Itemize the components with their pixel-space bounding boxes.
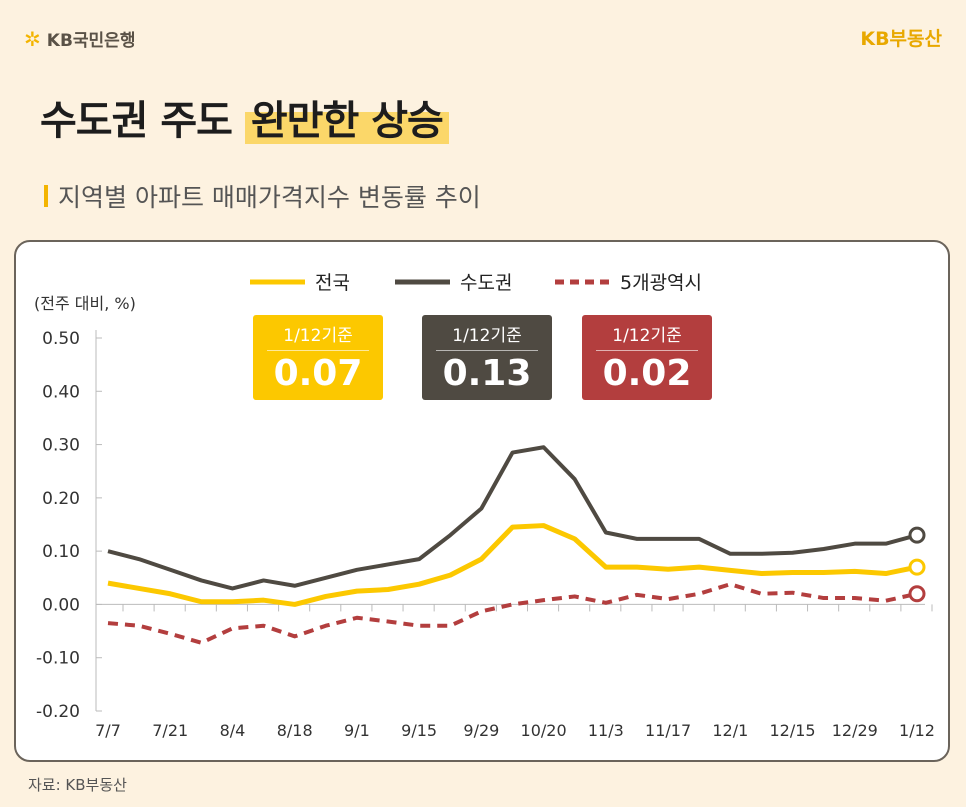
y-tick-label: 0.40 [42, 382, 80, 402]
badge-metro: 1/12기준 0.02 [582, 315, 712, 400]
y-tick-label: 0.20 [42, 489, 80, 509]
y-tick-label: 0.10 [42, 542, 80, 562]
series-line-1 [107, 445, 918, 591]
badge-capital: 1/12기준 0.13 [422, 315, 552, 400]
x-tick-label: 10/20 [521, 721, 567, 740]
data-point [908, 558, 926, 576]
data-point [908, 585, 926, 603]
title-highlight: 완만한 상승 [244, 98, 449, 144]
star-icon: ✲ [24, 26, 41, 51]
source-note: 자료: KB부동산 [28, 776, 127, 794]
x-tick-label: 9/15 [401, 721, 437, 740]
x-tick-label: 7/21 [152, 721, 188, 740]
legend-label-2: 5개광역시 [620, 272, 702, 294]
badge-value: 0.13 [442, 353, 532, 394]
title-plain: 수도권 주도 [40, 98, 233, 144]
y-tick-label: 0.30 [42, 436, 80, 456]
data-point [908, 526, 926, 544]
y-tick-label: 0.50 [42, 329, 80, 349]
y-tick-label: -0.10 [36, 649, 80, 669]
x-tick-label: 9/1 [344, 721, 370, 740]
badge-value: 0.07 [273, 353, 363, 394]
x-tick-label: 11/3 [588, 721, 624, 740]
page-title: 수도권 주도 완만한 상승 [40, 88, 449, 146]
x-tick-label: 1/12 [899, 721, 935, 740]
x-tick-label: 11/17 [645, 721, 691, 740]
y-tick-label: -0.20 [36, 702, 80, 722]
kb-kookmin-logo: ✲ KB국민은행 [24, 26, 136, 52]
subtitle-text: 지역별 아파트 매매가격지수 변동률 추이 [58, 183, 481, 212]
badge-value: 0.02 [602, 353, 692, 394]
x-tick-label: 12/29 [832, 721, 878, 740]
legend-label-0: 전국 [315, 272, 350, 294]
series-line-0 [107, 523, 918, 607]
x-tick-label: 8/4 [220, 721, 246, 740]
badge-label: 1/12기준 [596, 321, 698, 351]
series-line-2 [107, 582, 918, 645]
badge-label: 1/12기준 [267, 321, 369, 351]
x-tick-label: 9/29 [463, 721, 499, 740]
y-axis-label: (전주 대비, %) [34, 294, 136, 313]
subtitle: 지역별 아파트 매매가격지수 변동률 추이 [44, 178, 481, 214]
brand-left: KB국민은행 [46, 31, 136, 51]
x-tick-label: 12/15 [769, 721, 815, 740]
x-tick-label: 8/18 [277, 721, 313, 740]
kb-realestate-logo: KB부동산 [860, 28, 942, 50]
legend-label-1: 수도권 [460, 272, 512, 294]
badge-label: 1/12기준 [436, 321, 538, 351]
y-tick-label: 0.00 [42, 595, 80, 615]
badge-national: 1/12기준 0.07 [253, 315, 383, 400]
x-tick-label: 7/7 [95, 721, 121, 740]
x-tick-label: 12/1 [712, 721, 748, 740]
subtitle-bar [44, 185, 48, 207]
